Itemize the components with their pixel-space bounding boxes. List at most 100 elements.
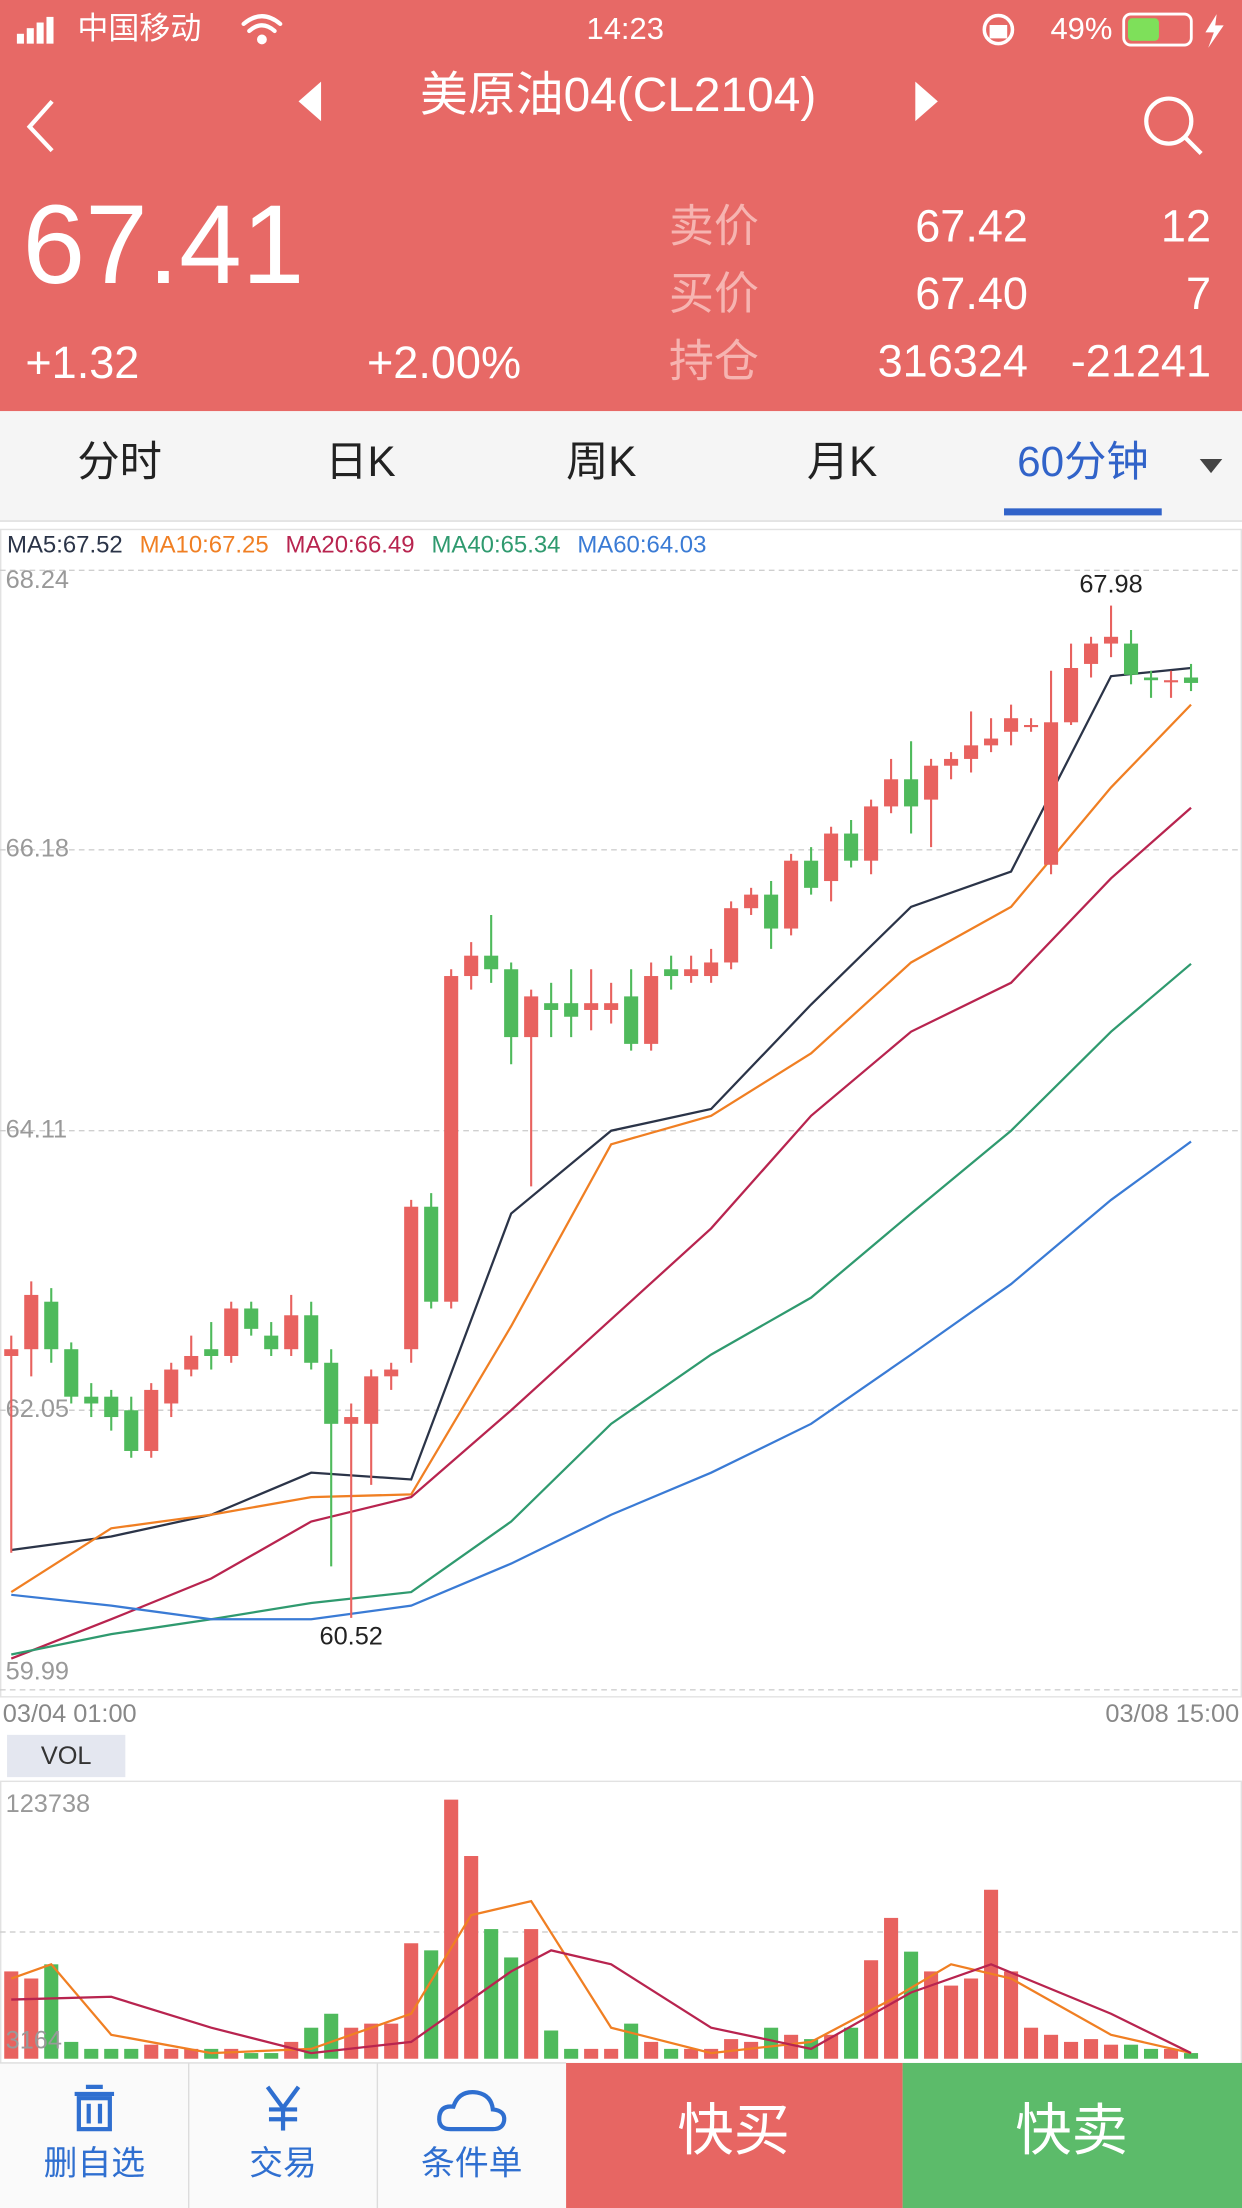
- volume-bar: [364, 2023, 379, 2059]
- tab[interactable]: 月K: [807, 438, 877, 485]
- quote-volume: -21241: [1071, 336, 1211, 387]
- bottom-button-label[interactable]: 交易: [249, 2145, 317, 2183]
- volume-bar: [624, 2023, 639, 2059]
- condition-icon[interactable]: [437, 2090, 507, 2132]
- candle-body: [64, 1349, 79, 1397]
- candle-body: [804, 860, 819, 888]
- plot: 68.24 66.18 64.11 62.05 59.99 67.98 60.52 MA5:6…: [0, 532, 1242, 2059]
- ma-line: [10, 703, 1192, 1594]
- legend-entry: MA5:67.52: [7, 532, 123, 559]
- candle-body: [444, 976, 459, 1302]
- volume-bar: [744, 2041, 759, 2059]
- volume-bar: [884, 1917, 899, 2059]
- ma-line: [10, 806, 1192, 1660]
- tab[interactable]: 周K: [566, 438, 636, 485]
- tab[interactable]: 60分钟: [1017, 438, 1148, 485]
- vol-tag: [7, 1734, 126, 1778]
- price-frame: [0, 528, 1242, 1698]
- volume-bar: [404, 1943, 419, 2059]
- volume-bar: [544, 2030, 559, 2059]
- volume-bar: [1064, 2041, 1079, 2059]
- clock: 14:23: [586, 11, 664, 46]
- volume-bar: [84, 2048, 99, 2059]
- volume-bar: [904, 1951, 919, 2059]
- bottom-bar: [0, 2062, 567, 2208]
- candle-body: [844, 833, 859, 861]
- candle-body: [544, 1003, 559, 1010]
- volume-bar: [644, 2041, 659, 2059]
- high-label: 67.98: [1079, 571, 1142, 599]
- tab[interactable]: 分时: [77, 438, 161, 485]
- candle-body: [384, 1369, 399, 1377]
- candle-body: [864, 806, 879, 861]
- quote-label: 持仓: [669, 336, 759, 387]
- candle-body: [284, 1315, 299, 1350]
- next-contract[interactable]: [915, 81, 938, 122]
- volume-bar: [684, 2048, 699, 2059]
- candle-body: [684, 969, 699, 977]
- volume-bar: [964, 1978, 979, 2059]
- volume-bar: [504, 1957, 519, 2059]
- search-button[interactable]: [1144, 96, 1203, 155]
- volume-bar: [224, 2048, 239, 2059]
- sell-button[interactable]: [902, 2062, 1242, 2208]
- price-change-pct: +2.00%: [367, 337, 521, 388]
- volume-bar: [444, 1799, 459, 2059]
- candle-body: [1163, 680, 1179, 683]
- delete-icon[interactable]: [74, 2084, 115, 2132]
- quote-value: 67.40: [915, 268, 1028, 319]
- buy-button[interactable]: [566, 2062, 903, 2208]
- sell-label: 快卖: [1015, 2099, 1128, 2162]
- legend-entry: MA10:67.25: [140, 532, 269, 559]
- y-tick-label: 59.99: [6, 1658, 69, 1686]
- volume-bar: [604, 2048, 619, 2059]
- candle-body: [924, 765, 939, 800]
- candle-body: [644, 976, 659, 1044]
- volume-bar: [1183, 2053, 1199, 2059]
- carrier: 中国移动: [77, 11, 201, 46]
- quote-volume: 12: [1161, 200, 1211, 251]
- candle-body: [744, 894, 759, 909]
- battery-icon: [1122, 12, 1224, 48]
- back-button[interactable]: [26, 99, 54, 153]
- candle-body: [884, 779, 899, 807]
- bottom-button-label[interactable]: 条件单: [421, 2145, 522, 2183]
- y-tick-label: 68.24: [6, 566, 69, 594]
- prev-contract[interactable]: [298, 81, 322, 122]
- volume-bar: [1044, 2034, 1059, 2059]
- candle-body: [404, 1206, 419, 1350]
- volume-bar: [4, 1971, 19, 2059]
- volume-tick-label: 123738: [6, 1790, 91, 1818]
- tab[interactable]: 日K: [325, 438, 395, 485]
- volume-bar: [424, 1950, 439, 2059]
- bottom-button-label[interactable]: 删自选: [44, 2145, 145, 2183]
- candle-body: [1104, 636, 1119, 644]
- low-label: 60.52: [320, 1622, 383, 1650]
- ma-line: [11, 962, 1192, 1656]
- candle-body: [1084, 643, 1099, 664]
- buy-label: 快买: [677, 2099, 790, 2162]
- trade-icon[interactable]: [265, 2085, 301, 2131]
- candle-body: [324, 1362, 339, 1424]
- candle-body: [504, 969, 519, 1038]
- tab-dropdown[interactable]: [1199, 459, 1223, 474]
- volume-bar: [64, 2041, 79, 2059]
- candle-body: [824, 833, 839, 882]
- volume-bar: [124, 2048, 139, 2059]
- y-tick-label: 64.11: [6, 1115, 68, 1143]
- volume-bar: [944, 1985, 959, 2059]
- volume-bar: [584, 2048, 599, 2059]
- ma-line: [11, 1140, 1192, 1621]
- volume-bar: [524, 1929, 539, 2059]
- ma-line: [11, 666, 1192, 1552]
- candle-body: [424, 1206, 439, 1302]
- candle-body: [44, 1301, 59, 1350]
- candle-body: [364, 1376, 379, 1424]
- candle-body: [664, 969, 679, 977]
- candle-body: [1123, 643, 1139, 675]
- tab-underline: [1004, 508, 1162, 516]
- quote-label: 买价: [669, 268, 759, 319]
- volume-bar: [44, 1964, 59, 2059]
- y-tick-label: 66.18: [6, 835, 69, 863]
